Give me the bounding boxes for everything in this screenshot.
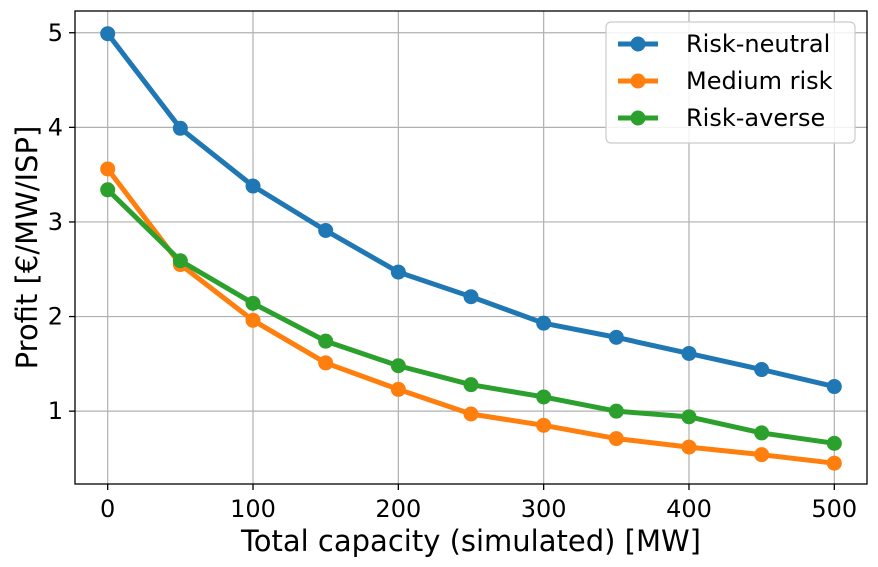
data-point-medium-risk: [826, 455, 842, 471]
series-risk-averse: [100, 182, 842, 451]
legend-item-medium-risk: Medium risk: [618, 67, 833, 95]
data-point-risk-averse: [100, 182, 116, 198]
data-point-risk-averse: [172, 253, 188, 269]
data-point-risk-neutral: [608, 329, 624, 345]
legend-item-risk-averse: Risk-averse: [618, 104, 825, 132]
data-point-medium-risk: [536, 417, 552, 433]
data-point-medium-risk: [681, 439, 697, 455]
data-point-medium-risk: [608, 431, 624, 447]
data-point-risk-neutral: [826, 379, 842, 395]
data-point-risk-averse: [536, 389, 552, 405]
series-risk-neutral: [100, 26, 842, 395]
data-point-risk-neutral: [536, 315, 552, 331]
data-point-risk-averse: [245, 295, 261, 311]
data-point-risk-neutral: [100, 26, 116, 42]
data-point-risk-neutral: [172, 120, 188, 136]
x-tick-label: 200: [375, 495, 421, 523]
x-axis-label: Total capacity (simulated) [MW]: [240, 524, 701, 558]
data-point-risk-neutral: [245, 178, 261, 194]
y-tick-label: 5: [48, 19, 63, 47]
y-tick-label: 2: [48, 303, 63, 331]
data-point-medium-risk: [463, 406, 479, 422]
data-point-risk-averse: [681, 409, 697, 425]
data-point-medium-risk: [245, 312, 261, 328]
data-point-risk-averse: [318, 333, 334, 349]
data-point-risk-neutral: [463, 289, 479, 305]
legend-marker-risk-neutral: [630, 36, 646, 52]
data-point-risk-neutral: [318, 222, 334, 238]
y-axis-label: Profit [€/MW/ISP]: [10, 126, 44, 370]
x-tick-label: 100: [230, 495, 276, 523]
data-point-risk-neutral: [390, 264, 406, 280]
x-tick-label: 500: [811, 495, 857, 523]
x-tick-label: 400: [666, 495, 712, 523]
legend-label-risk-neutral: Risk-neutral: [686, 30, 830, 58]
legend-label-medium-risk: Medium risk: [686, 67, 833, 95]
data-point-risk-averse: [608, 403, 624, 419]
series-lines: [100, 26, 842, 471]
x-tick-label: 0: [100, 495, 115, 523]
data-point-medium-risk: [754, 447, 770, 463]
data-point-risk-averse: [390, 358, 406, 374]
y-tick-label: 3: [48, 208, 63, 236]
data-point-medium-risk: [318, 355, 334, 371]
legend-label-risk-averse: Risk-averse: [686, 104, 825, 132]
data-point-risk-averse: [754, 425, 770, 441]
legend-marker-risk-averse: [630, 110, 646, 126]
x-tick-label: 300: [521, 495, 567, 523]
axis-ticks: 0 100 200 300 400 500 1 2 3 4 5: [48, 19, 857, 523]
plot-frame: [74, 10, 868, 485]
y-tick-label: 1: [48, 397, 63, 425]
legend: Risk-neutral Medium risk Risk-averse: [605, 21, 856, 144]
data-point-risk-neutral: [681, 345, 697, 361]
data-point-medium-risk: [390, 381, 406, 397]
legend-marker-medium-risk: [630, 73, 646, 89]
data-point-medium-risk: [100, 161, 116, 177]
legend-box: [605, 21, 856, 144]
data-point-risk-averse: [463, 377, 479, 393]
legend-item-risk-neutral: Risk-neutral: [618, 30, 830, 58]
data-point-risk-neutral: [754, 362, 770, 378]
data-point-risk-averse: [826, 435, 842, 451]
y-tick-label: 4: [48, 113, 63, 141]
